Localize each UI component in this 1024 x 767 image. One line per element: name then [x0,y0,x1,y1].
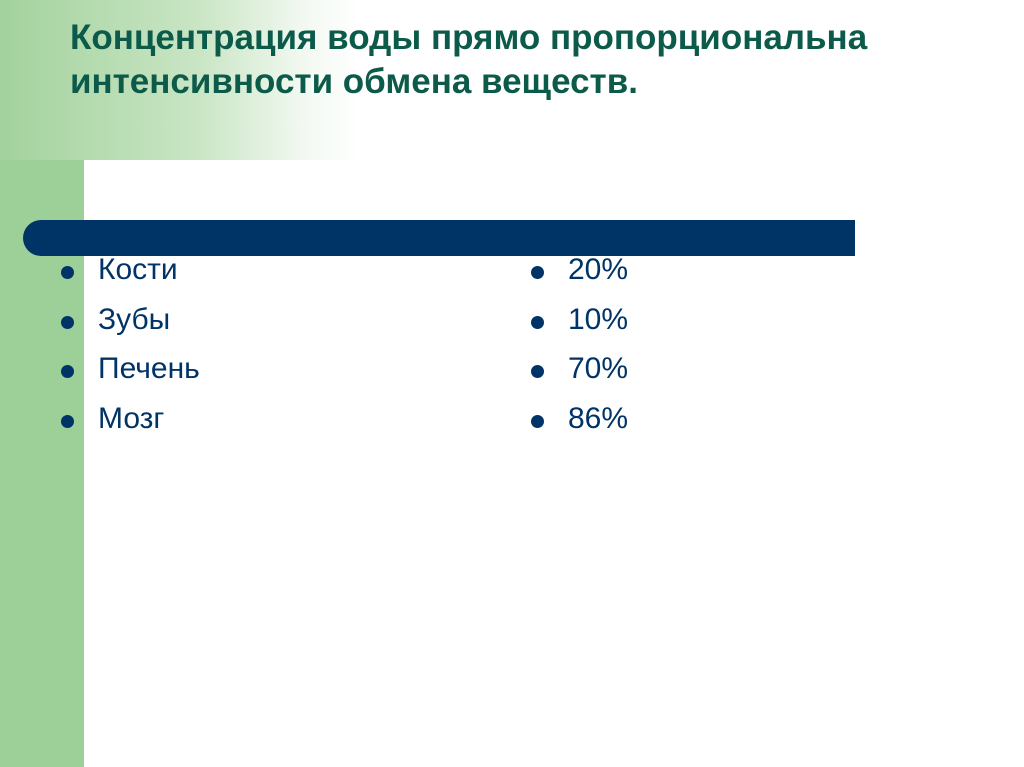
organ-label: Зубы [98,302,171,336]
list-item: Мозг [58,399,200,449]
percent-value: 70% [568,352,629,385]
percent-value: 86% [568,401,629,435]
list-item: Зубы [58,300,200,350]
list-item: Печень [58,349,200,399]
list-item: Кости [58,250,200,300]
title-divider-bar [23,220,855,256]
list-item: 20% [528,250,628,300]
organ-label: Печень [98,352,200,385]
list-item: 10% [528,300,628,350]
bullet-icon [531,365,544,378]
bullet-icon [61,365,74,378]
organ-label: Мозг [98,401,165,435]
slide-title: Концентрация воды прямо пропорциональна … [70,18,868,101]
organ-list: Кости Зубы Печень Мозг [58,250,200,448]
percent-list: 20% 10% 70% 86% [528,250,628,448]
organ-label: Кости [98,253,178,286]
list-item: 86% [528,399,628,449]
percent-value: 20% [568,253,629,286]
bullet-icon [531,414,544,428]
list-item: 70% [528,349,628,399]
percent-value: 10% [568,302,629,336]
bullet-icon [61,266,74,279]
bullet-icon [61,414,74,428]
title-background-gradient [0,0,360,160]
bullet-icon [531,315,544,329]
bullet-icon [61,315,74,329]
bullet-icon [531,266,544,279]
